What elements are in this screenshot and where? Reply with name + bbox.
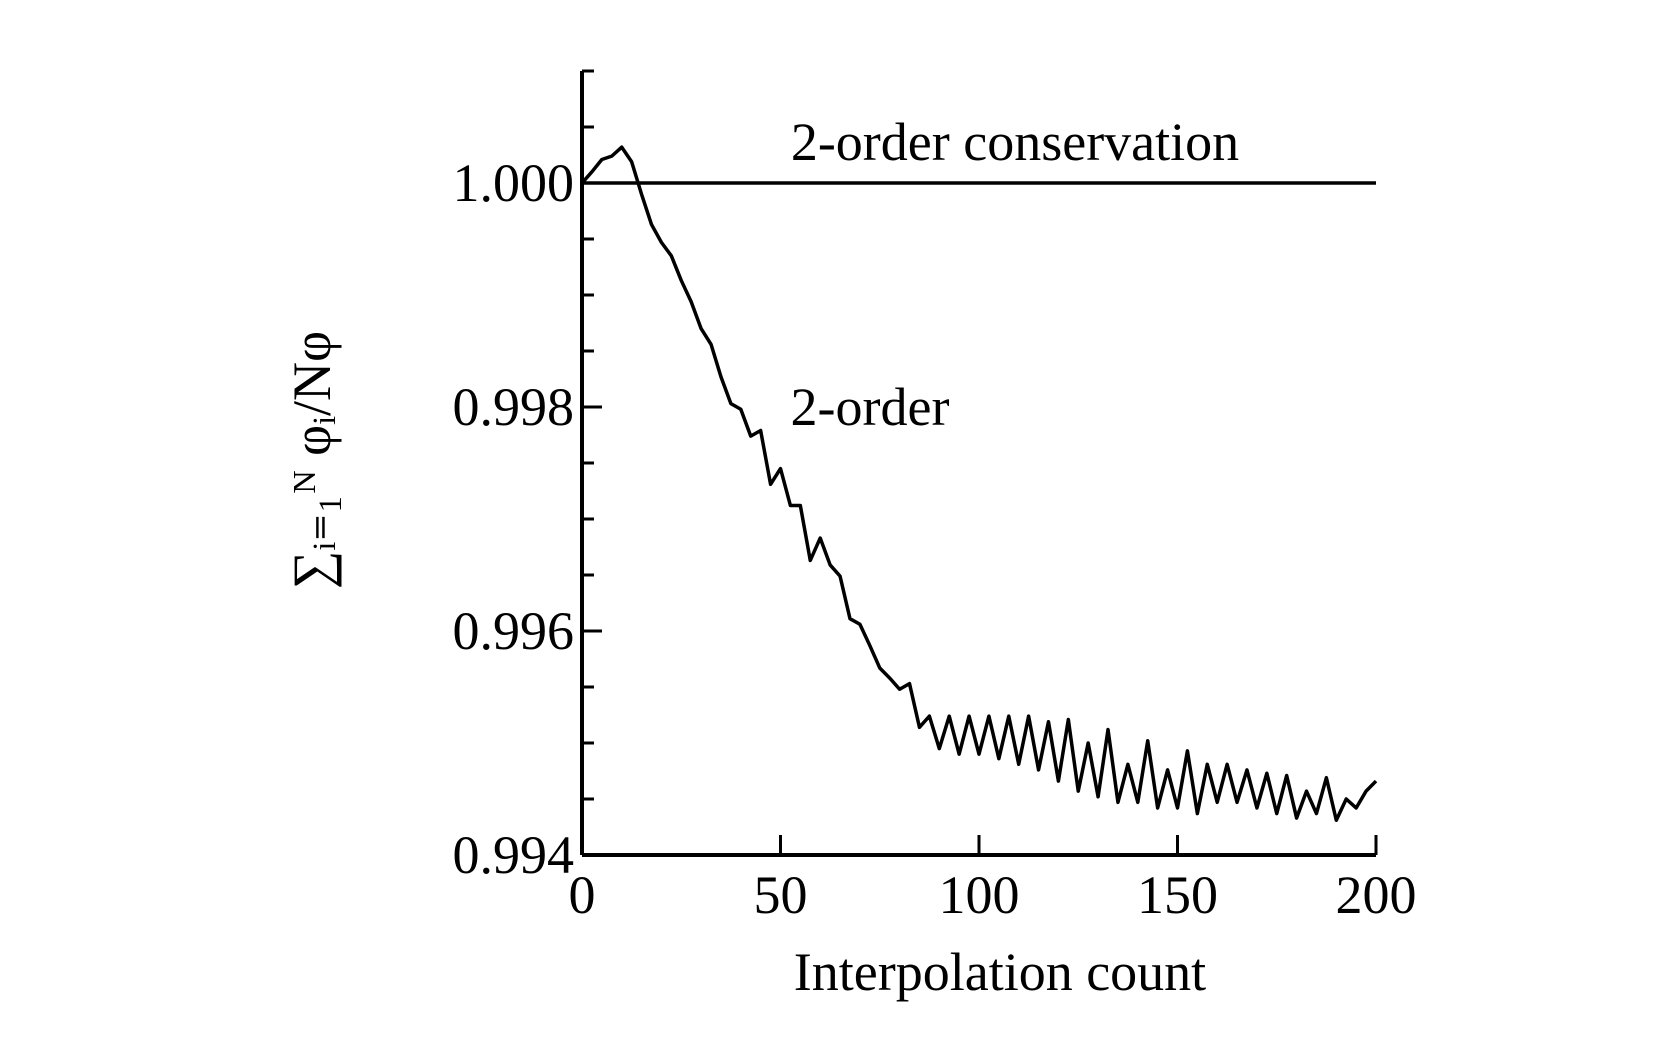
- line: [580, 145, 1378, 823]
- series-label: 2-order: [791, 377, 950, 437]
- x-tick-label: 200: [1336, 865, 1417, 925]
- x-tick-label: 50: [754, 865, 808, 925]
- x-tick-label: 150: [1137, 865, 1218, 925]
- y-tick-label: 0.998: [453, 377, 575, 437]
- series-label: 2-order conservation: [791, 112, 1239, 172]
- x-tick-label: 0: [569, 865, 596, 925]
- x-tick-label: 100: [939, 865, 1020, 925]
- y-axis-label: ∑ᵢ₌₁ᴺ φᵢ/Nφ: [282, 331, 342, 589]
- y-tick-label: 1.000: [453, 153, 575, 213]
- y-tick-label: 0.996: [453, 601, 575, 661]
- y-tick-label: 0.994: [453, 825, 575, 885]
- x-axis-label: Interpolation count: [794, 942, 1206, 1002]
